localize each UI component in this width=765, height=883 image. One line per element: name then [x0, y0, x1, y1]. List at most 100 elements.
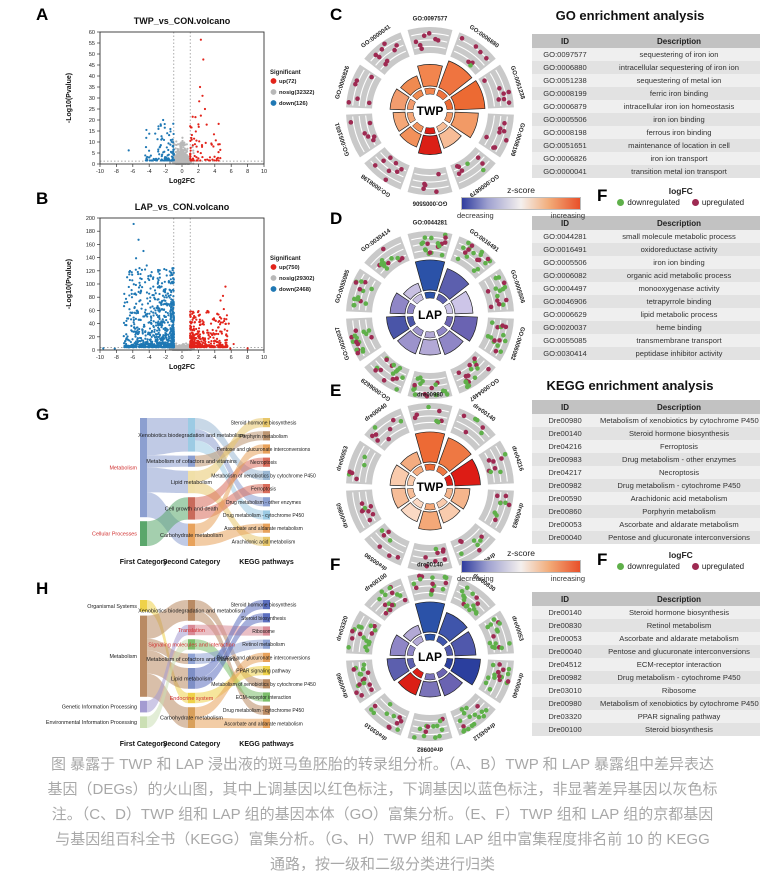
svg-text:-6: -6 — [130, 355, 135, 361]
svg-text:35: 35 — [89, 85, 95, 91]
volcano-legend: Significant up(72) nosig(32322) down(126) — [270, 70, 315, 107]
zscore-decreasing-label: decreasing — [457, 574, 494, 583]
table-row: GO:0000041 transition metal ion transport — [532, 165, 760, 178]
svg-text:10: 10 — [261, 169, 267, 175]
caption-line: 注。（C、D）TWP 组和 LAP 组的基因本体（GO）富集分析。（E、F）TW… — [51, 806, 714, 823]
zscore-title: z-score — [507, 548, 535, 558]
zscore-legend-kegg: z-score decreasing increasing — [455, 548, 587, 583]
caption-line: 图 暴露于 TWP 和 LAP 浸出液的斑马鱼胚胎的转录组分析。（A、B）TWP… — [50, 756, 715, 773]
table-row: GO:0016491 oxidoreductase activity — [532, 243, 760, 256]
upregulated-label: upregulated — [701, 198, 745, 207]
sankey-node — [263, 510, 270, 520]
sankey-node — [263, 613, 270, 623]
volcano-plot-lap: LAP_vs_CON.volcano-10 -8 -6 -4 -2 0 2 4 6 8 100204… — [66, 202, 315, 371]
downregulated-label: downregulated — [627, 562, 680, 571]
sankey-node — [263, 431, 270, 441]
sankey-link — [195, 444, 263, 535]
svg-text:20: 20 — [89, 118, 95, 124]
sankey-link — [147, 455, 188, 468]
sankey-node-label: Lipid metabolism — [171, 480, 213, 486]
svg-text:40: 40 — [89, 74, 95, 80]
svg-text:120: 120 — [86, 269, 95, 275]
sankey-node — [188, 624, 195, 636]
table-row: GO:0051238 sequestering of metal ion — [532, 74, 760, 87]
table-row: GO:0046906 tetrapyrrole binding — [532, 295, 760, 308]
circle-center-label: LAP — [418, 308, 442, 322]
sankey-node — [188, 455, 195, 467]
scatter-points — [102, 222, 249, 352]
svg-text:-8: -8 — [114, 355, 119, 361]
svg-text:2: 2 — [197, 169, 200, 175]
sankey-node-label: Pentose and glucuronate interconversions — [217, 655, 311, 661]
svg-text:5: 5 — [92, 151, 95, 157]
table-row: GO:0030414 peptidase inhibitor activity — [532, 347, 760, 360]
panel-letter-e: E — [330, 381, 342, 400]
sankey-link — [147, 418, 188, 456]
sankey-node — [140, 521, 147, 546]
svg-text:55: 55 — [89, 41, 95, 47]
sankey-link — [195, 717, 263, 728]
go-circle-plot-lap: GO:0044281GO:0016491GO:0005506GO:0006082… — [335, 221, 525, 410]
table-row: Dre04217 Necroptosis — [532, 466, 760, 479]
sankey-node-label: Drug metabolism - cytochrome P450 — [223, 708, 304, 714]
svg-text:8: 8 — [246, 355, 249, 361]
kegg-table-lap: ID Description Dre00140 Steroid hormone bio… — [532, 592, 760, 736]
sankey-node-label: Porphyrin metabolism — [239, 434, 287, 440]
table-row: Dre00140 Steroid hormone biosynthesis — [532, 606, 760, 619]
sankey-node-label: Steroid biosynthesis — [241, 616, 286, 622]
table-row: GO:0020037 heme binding — [532, 321, 760, 334]
svg-text:-4: -4 — [147, 169, 152, 175]
svg-text:down(2468): down(2468) — [279, 287, 311, 293]
panel-letter-d: D — [330, 209, 343, 228]
svg-text:-2: -2 — [163, 169, 168, 175]
table-row: GO:0006629 lipid metabolic process — [532, 308, 760, 321]
svg-text:-6: -6 — [130, 169, 135, 175]
svg-text:6: 6 — [230, 355, 233, 361]
kegg-circle-plot-lap: dre00140dre00830dre00053dre00040dre04512… — [336, 563, 524, 752]
sankey-node — [263, 718, 270, 728]
sankey-node-label: ECM-receptor interaction — [236, 695, 292, 701]
logfc-title: logFC — [668, 550, 693, 560]
zscore-title: z-score — [507, 185, 535, 195]
sankey-node — [263, 705, 270, 715]
svg-text:2: 2 — [197, 355, 200, 361]
sankey-axis-label: Second Category — [163, 559, 221, 566]
svg-text:-Log10(Pvalue): -Log10(Pvalue) — [66, 73, 73, 123]
svg-text:100: 100 — [86, 282, 95, 288]
enrichment-table: ID Description Dre00140 Steroid hormone bio… — [532, 592, 760, 736]
sankey-node — [140, 615, 147, 697]
sankey-node — [263, 536, 270, 546]
table-row: GO:0008198 ferrous iron binding — [532, 126, 760, 139]
table-row: GO:0005506 iron ion binding — [532, 256, 760, 269]
svg-text:-4: -4 — [147, 355, 152, 361]
sankey-node — [263, 523, 270, 533]
svg-text:180: 180 — [86, 229, 95, 235]
sankey-node — [263, 444, 270, 454]
svg-text:up(750): up(750) — [279, 265, 300, 271]
svg-text:4: 4 — [213, 169, 216, 175]
svg-text:nosig(32322): nosig(32322) — [279, 90, 315, 96]
table-header: ID — [532, 34, 598, 48]
table-row: Dre00140 Steroid hormone biosynthesis — [532, 427, 760, 440]
sector-label: dre00053 — [510, 615, 524, 642]
svg-text:TWP_vs_CON.volcano: TWP_vs_CON.volcano — [134, 16, 231, 26]
table-row: GO:0006880 intracellular sequestering of … — [532, 61, 760, 74]
sankey-node — [188, 653, 195, 664]
table-row: GO:0044281 small molecule metabolic proce… — [532, 230, 760, 243]
svg-text:LAP_vs_CON.volcano: LAP_vs_CON.volcano — [135, 202, 230, 212]
table-row: Dre00982 Drug metabolism - cytochrome P45… — [532, 671, 760, 684]
panel-letter-b: B — [36, 189, 49, 208]
sankey-node — [188, 707, 195, 728]
sankey-node — [188, 418, 195, 452]
panel-letter-f-legend: F — [597, 186, 608, 205]
svg-text:10: 10 — [261, 355, 267, 361]
sector-label: dre03320 — [336, 615, 350, 642]
sankey-node — [263, 457, 270, 467]
sankey-node — [263, 679, 270, 689]
go-enrichment-title: GO enrichment analysis — [555, 8, 705, 23]
go-table-twp: ID Description GO:0097577 sequestering of i… — [532, 34, 760, 178]
sankey-node-label: Metabolism of xenobiotics by cytochrome … — [211, 682, 316, 688]
sankey-node-label: Metabolism — [109, 466, 137, 472]
sankey-node — [263, 639, 270, 649]
